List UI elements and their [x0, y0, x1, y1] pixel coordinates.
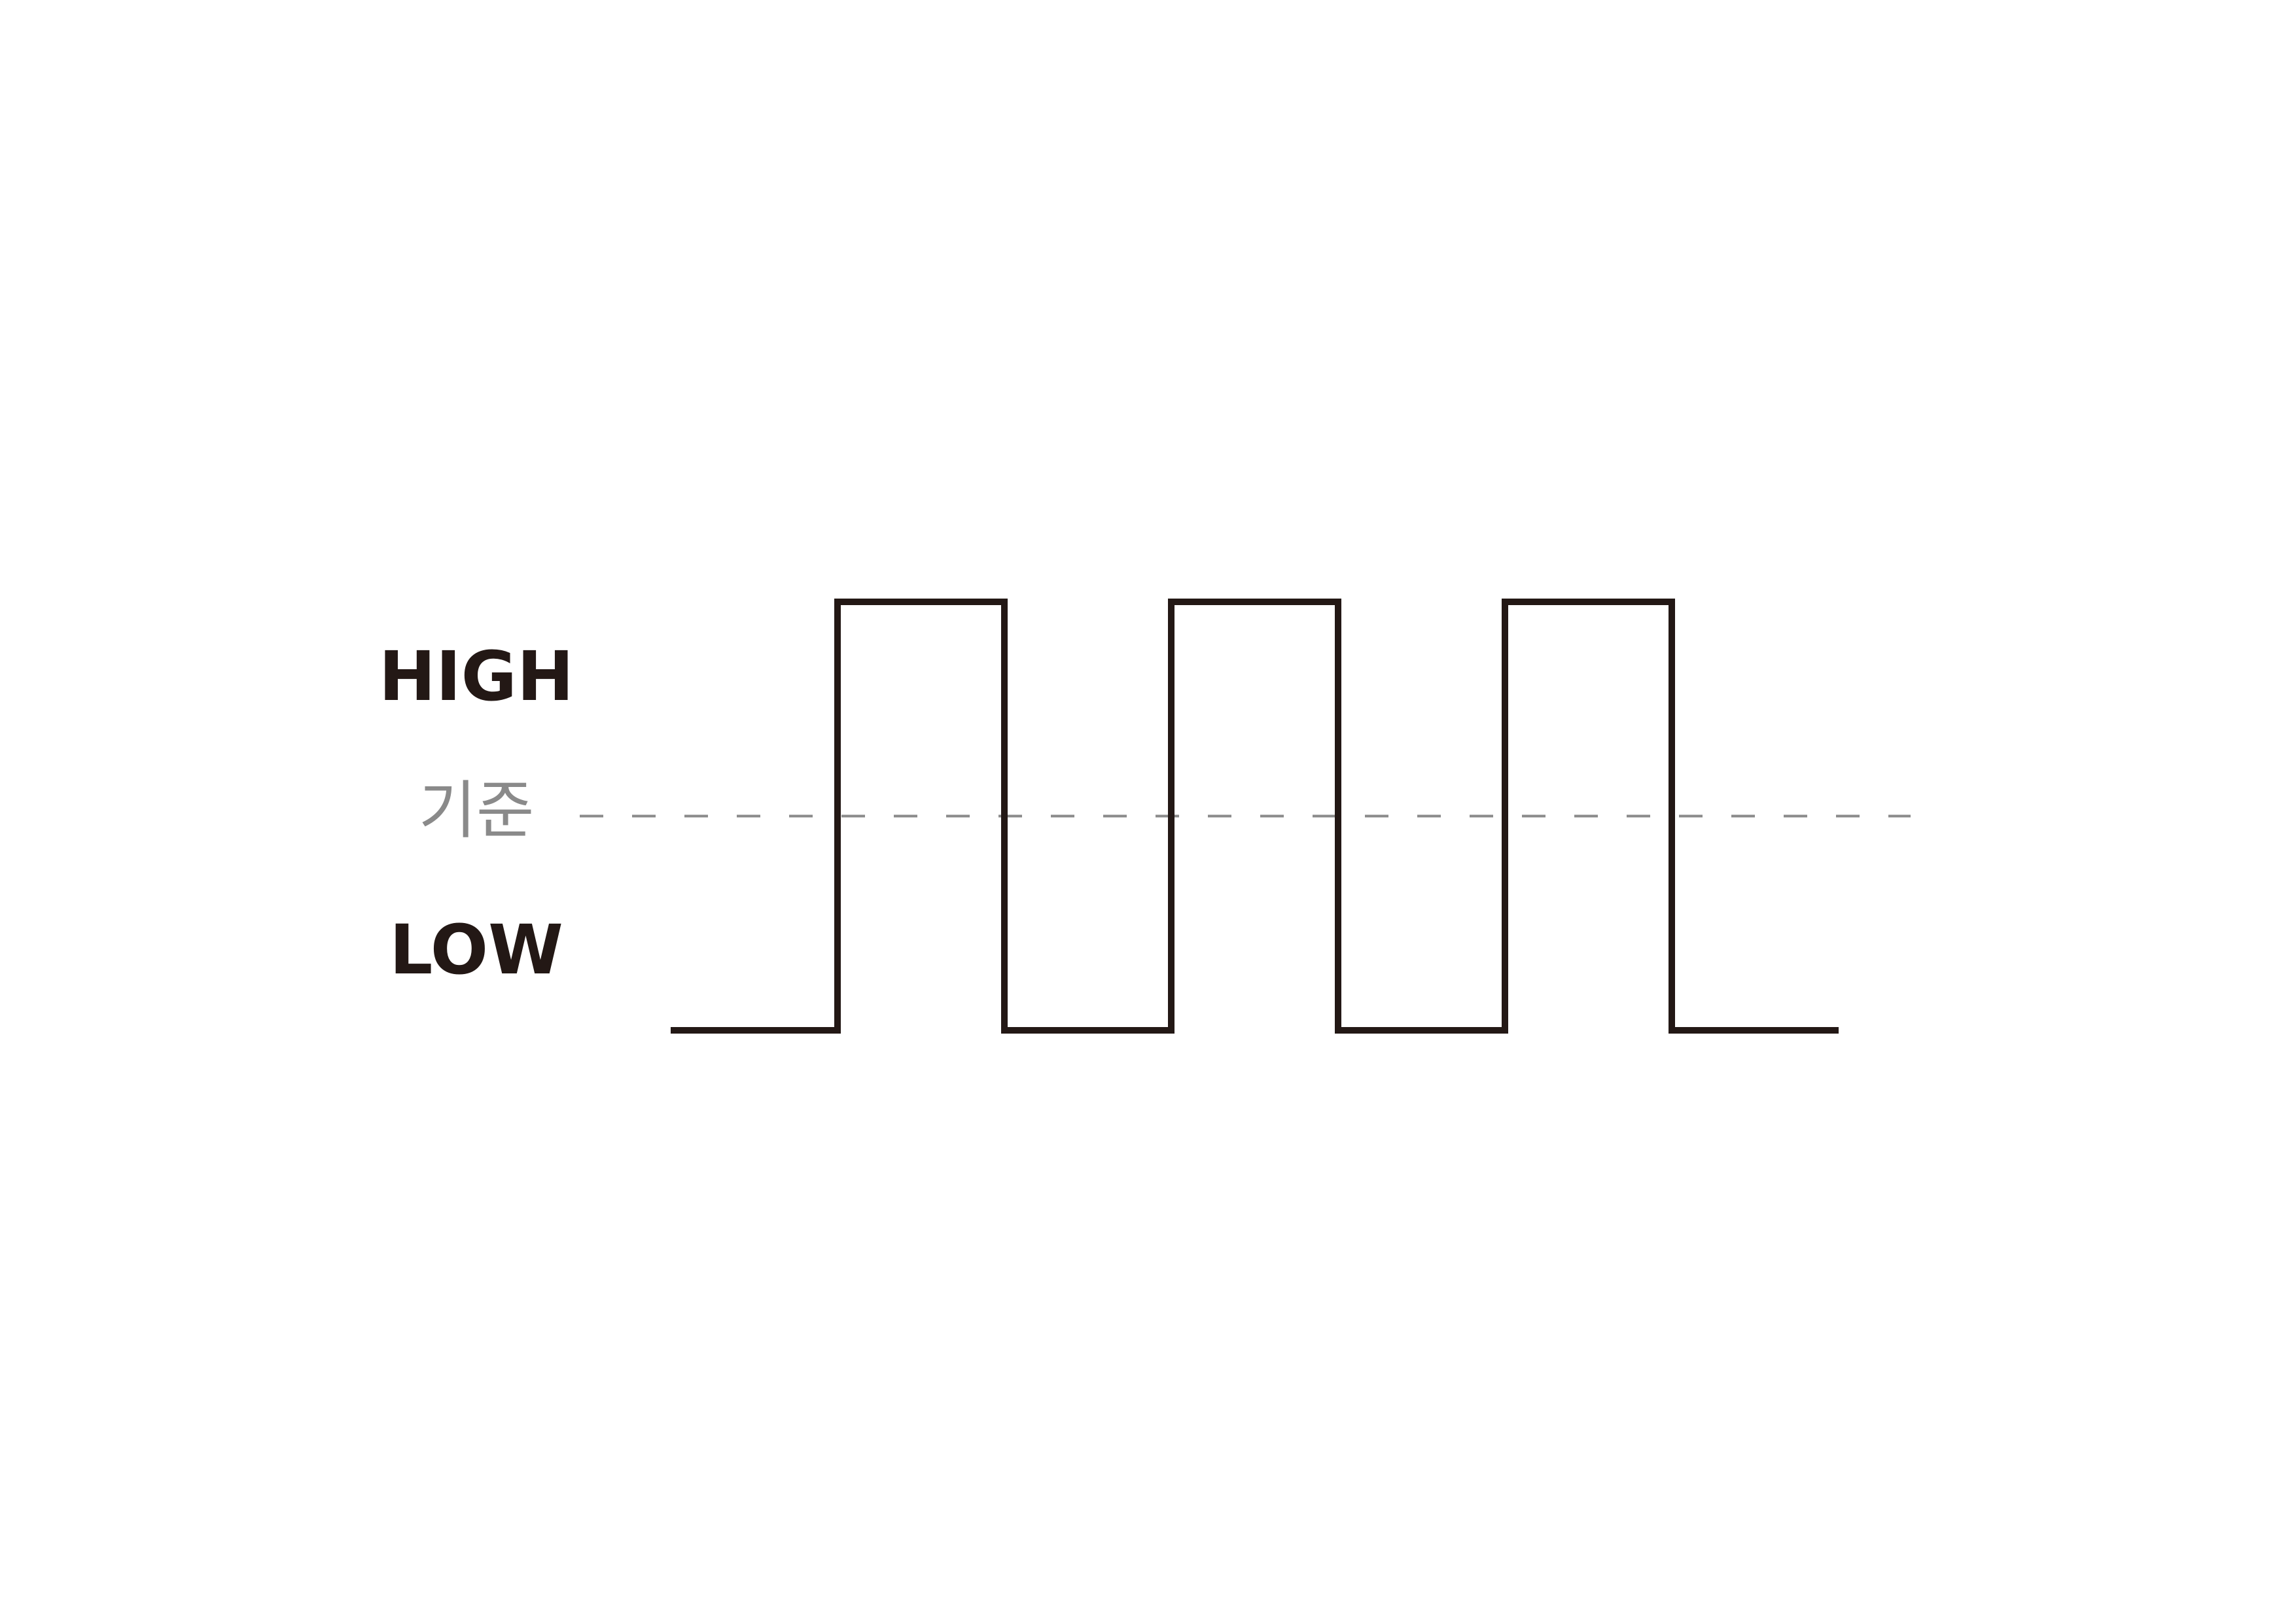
low-label: LOW — [389, 910, 563, 990]
signal-waveform — [671, 599, 1839, 1034]
reference-label: 기준 — [419, 774, 535, 847]
high-label: HIGH — [379, 637, 574, 716]
